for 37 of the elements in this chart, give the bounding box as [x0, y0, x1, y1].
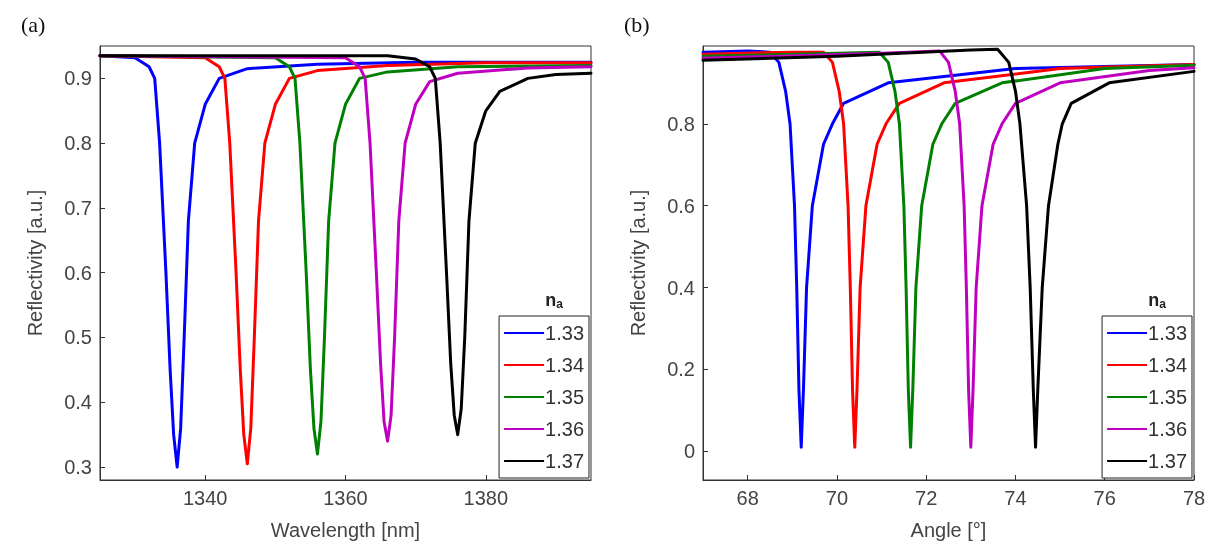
legend-label: 1.35: [1148, 386, 1188, 408]
x-tick-label: 1380: [463, 487, 509, 509]
x-tick-label: 74: [1004, 487, 1027, 509]
legend-label: 1.34: [1148, 354, 1188, 376]
y-tick-label: 0.8: [667, 112, 695, 135]
x-tick-label: 70: [825, 487, 849, 509]
legend-label: 1.37: [1148, 450, 1188, 472]
x-tick-label: 68: [736, 487, 759, 509]
y-tick-label: 0.5: [64, 326, 92, 349]
legend-label: 1.37: [545, 450, 585, 472]
x-tick-label: 72: [915, 487, 938, 509]
legend-label: 1.34: [545, 354, 585, 376]
y-tick-label: 0.9: [64, 67, 92, 90]
y-tick-label: 0.6: [667, 194, 695, 217]
chart-title: (a): [21, 11, 46, 37]
y-tick-label: 0.6: [64, 261, 92, 284]
legend-label: 1.36: [545, 418, 585, 440]
legend-label: 1.35: [545, 386, 585, 408]
x-tick-label: 76: [1093, 487, 1116, 509]
y-tick-label: 0.4: [64, 391, 92, 414]
y-tick-label: 0: [683, 440, 695, 463]
legend-label: 1.33: [1148, 322, 1188, 344]
y-axis-title: Reflectivity [a.u.]: [627, 189, 649, 337]
y-tick-label: 0.3: [64, 456, 92, 479]
legend-label: 1.33: [545, 322, 585, 344]
y-tick-label: 0.4: [667, 276, 695, 299]
y-tick-label: 0.2: [667, 358, 695, 381]
x-tick-label: 78: [1182, 487, 1206, 509]
x-tick-label: 1340: [182, 487, 228, 509]
y-tick-label: 0.8: [64, 132, 92, 155]
x-axis-title: Wavelength [nm]: [270, 519, 421, 541]
x-tick-label: 1360: [323, 487, 368, 509]
y-tick-label: 0.7: [64, 196, 92, 219]
legend-label: 1.36: [1148, 418, 1188, 440]
x-axis-title: Angle [°]: [910, 519, 987, 541]
chart-title: (b): [624, 11, 650, 37]
y-axis-title: Reflectivity [a.u.]: [24, 189, 46, 337]
